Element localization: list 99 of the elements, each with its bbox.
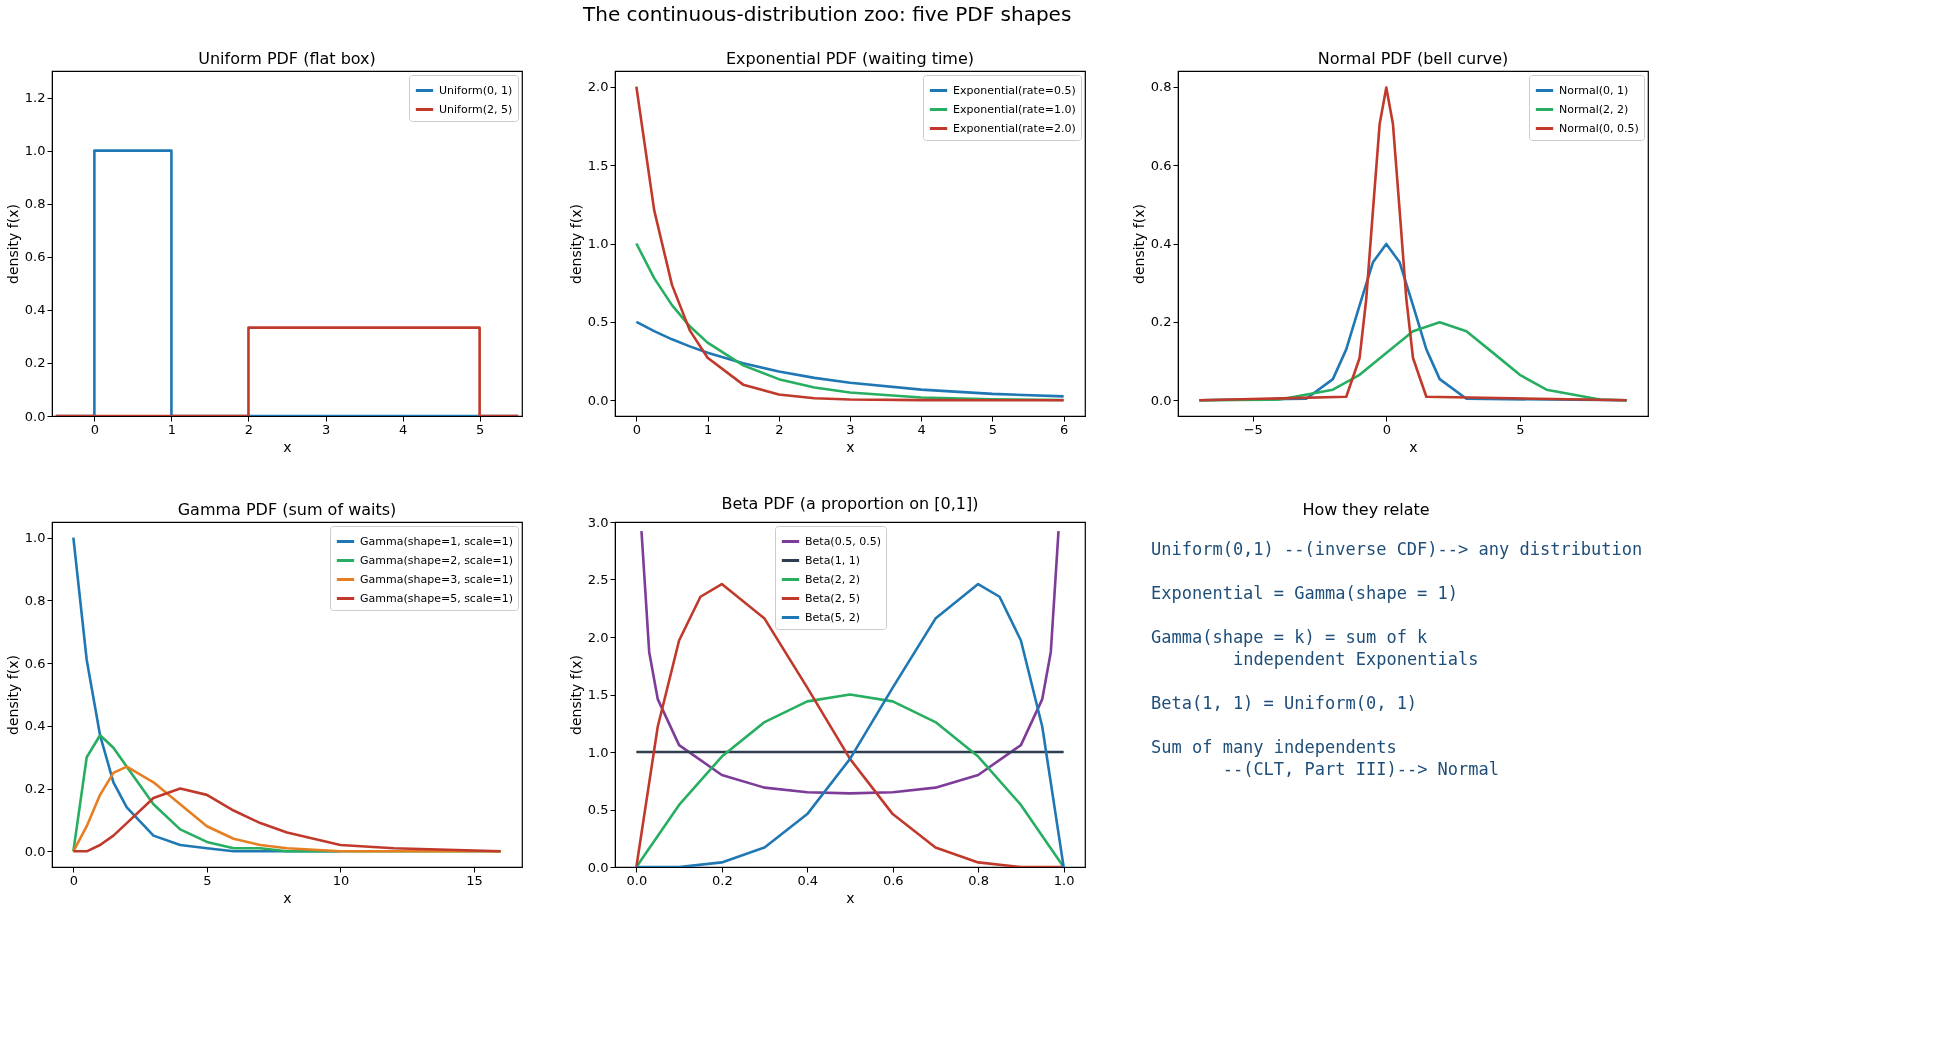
legend-label: Beta(2, 2) — [805, 572, 860, 586]
x-tick-label: 4 — [398, 421, 408, 437]
y-axis-title: density f(x) — [4, 204, 21, 284]
x-tick-label: 2 — [775, 421, 784, 437]
y-tick-label: 0.0 — [587, 859, 609, 875]
text: Beta(1, 1) = Uniform(0, 1) — [1151, 693, 1418, 713]
chart-title: Exponential PDF (waiting time) — [725, 49, 975, 68]
y-tick-label: 1.0 — [587, 236, 609, 251]
text: Sum of many independents --(CLT, Part III)--> Normal — [1151, 737, 1500, 779]
y-tick-label: 0.0 — [587, 392, 609, 408]
legend-label: Beta(0.5, 0.5) — [805, 534, 881, 548]
x-tick-label: 1.0 — [1053, 872, 1075, 888]
y-tick-label: 1.0 — [587, 744, 609, 760]
y-tick-label: 2.0 — [587, 629, 609, 645]
x-tick-label: 0 — [90, 421, 100, 437]
y-tick-label: 0.8 — [24, 196, 46, 212]
y-tick-label: 2.0 — [587, 79, 609, 95]
legend-label: Uniform(2, 5) — [439, 102, 513, 116]
x-tick-label: 0.4 — [797, 872, 819, 888]
x-axis-title: x — [283, 438, 292, 455]
x-tick-label: 0 — [632, 421, 641, 437]
y-axis-title: density f(x) — [1130, 204, 1147, 284]
line-series — [635, 320, 1065, 398]
y-tick-label: 0.0 — [24, 408, 46, 424]
y-tick-label: 0.0 — [24, 843, 46, 859]
y-tick-label: 2.5 — [587, 572, 609, 587]
y-tick-label: 0.4 — [24, 718, 46, 734]
y-axis-title: density f(x) — [567, 655, 584, 735]
legend-label: Uniform(0, 1) — [439, 83, 513, 97]
x-tick-label: 0 — [1382, 421, 1391, 437]
y-axis-title: density f(x) — [567, 204, 584, 284]
y-tick-label: 0.5 — [587, 802, 609, 817]
x-tick-label: 3 — [846, 421, 855, 437]
legend-label: Exponential(rate=0.5) — [953, 83, 1076, 97]
x-tick-label: 5 — [475, 421, 485, 437]
text: Gamma(shape = k) = sum of k independent Exponentials — [1151, 627, 1479, 669]
x-tick-label: 15 — [466, 872, 483, 888]
y-tick-label: 3.0 — [587, 514, 609, 530]
y-tick-label: 0.5 — [587, 314, 609, 330]
y-tick-label: 0.4 — [24, 302, 46, 318]
y-tick-label: 0.0 — [1150, 392, 1172, 408]
x-tick-label: 5 — [203, 872, 212, 888]
y-tick-label: 0.2 — [24, 781, 46, 797]
y-axis-title: density f(x) — [4, 655, 21, 735]
line-series — [640, 529, 1060, 795]
x-axis-title: x — [846, 438, 855, 455]
x-tick-label: −5 — [1243, 421, 1263, 437]
x-tick-label: 0.8 — [968, 872, 990, 888]
y-tick-label: 1.0 — [24, 143, 46, 159]
y-tick-label: 0.6 — [1150, 157, 1172, 173]
x-axis-title: x — [283, 889, 292, 906]
line-series — [72, 787, 502, 853]
legend-label: Beta(1, 1) — [805, 553, 860, 567]
text: The continuous-distribution zoo: five PDF shapes — [581, 2, 1072, 27]
legend-label: Gamma(shape=2, scale=1) — [360, 553, 513, 567]
y-tick-label: 0.2 — [24, 355, 46, 371]
x-tick-label: 4 — [917, 421, 926, 437]
x-tick-label: 0.2 — [711, 872, 733, 888]
x-tick-label: 0.0 — [626, 872, 648, 888]
legend-label: Beta(2, 5) — [805, 591, 860, 605]
x-tick-label: 5 — [1516, 421, 1525, 437]
y-tick-label: 1.5 — [587, 687, 609, 702]
y-tick-label: 0.6 — [24, 249, 46, 265]
legend-label: Normal(0, 1) — [1559, 83, 1629, 97]
y-tick-label: 0.2 — [1150, 314, 1172, 330]
text: Exponential = Gamma(shape = 1) — [1151, 583, 1459, 603]
legend-label: Normal(0, 0.5) — [1559, 121, 1639, 135]
legend-label: Exponential(rate=1.0) — [953, 102, 1076, 116]
chart-title: Gamma PDF (sum of waits) — [177, 500, 397, 519]
y-tick-label: 1.2 — [24, 90, 46, 106]
x-tick-label: 1 — [703, 421, 713, 437]
x-tick-label: 6 — [1060, 421, 1069, 437]
legend-label: Gamma(shape=3, scale=1) — [360, 572, 513, 586]
text: How they relate — [1302, 500, 1430, 519]
chart-title: Beta PDF (a proportion on [0,1]) — [721, 494, 979, 513]
x-tick-label: 0 — [69, 872, 78, 888]
x-tick-label: 3 — [321, 421, 331, 437]
text: Uniform(0,1) --(inverse CDF)--> any distribution — [1151, 539, 1643, 559]
legend-label: Normal(2, 2) — [1559, 102, 1629, 116]
x-tick-label: 5 — [988, 421, 998, 437]
legend-label: Beta(5, 2) — [805, 610, 860, 624]
x-tick-label: 2 — [244, 421, 254, 437]
x-tick-label: 10 — [332, 872, 350, 888]
chart-title: Uniform PDF (flat box) — [198, 49, 376, 68]
y-tick-label: 0.8 — [1150, 79, 1172, 95]
legend-label: Gamma(shape=5, scale=1) — [360, 591, 513, 605]
y-tick-label: 1.0 — [24, 530, 46, 546]
y-tick-label: 0.4 — [1150, 236, 1172, 251]
x-tick-label: 1 — [167, 421, 177, 437]
x-axis-title: x — [1409, 438, 1418, 455]
y-tick-label: 1.5 — [587, 157, 609, 173]
legend-label: Gamma(shape=1, scale=1) — [360, 534, 513, 548]
y-tick-label: 0.6 — [24, 655, 46, 671]
y-tick-label: 0.8 — [24, 592, 46, 608]
x-tick-label: 0.6 — [882, 872, 904, 888]
legend-label: Exponential(rate=2.0) — [953, 121, 1076, 135]
chart-title: Normal PDF (bell curve) — [1317, 49, 1509, 68]
line-series — [635, 693, 1065, 867]
x-axis-title: x — [846, 889, 855, 906]
